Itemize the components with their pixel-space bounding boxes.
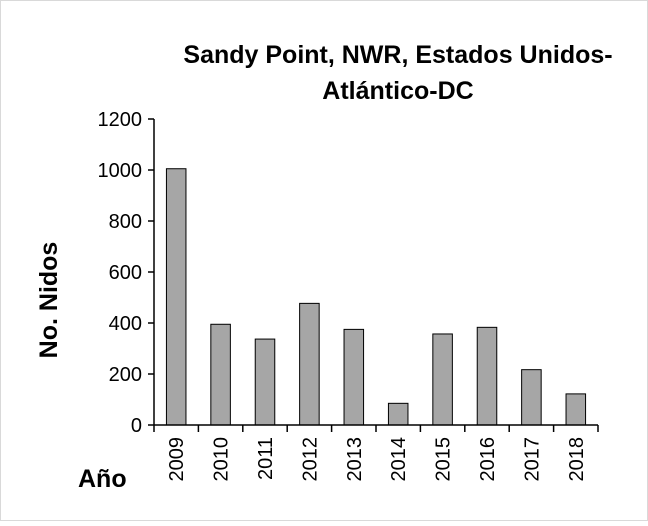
chart-title-line-2: Atlántico-DC — [322, 77, 473, 105]
x-axis-label: Año — [78, 465, 127, 493]
x-ticks-group: 2009 2010 2011 2012 2013 2014 2015 2016 2017 2018 — [153, 425, 599, 482]
y-tick-label: 0 — [131, 415, 142, 437]
bar-2011 — [254, 338, 276, 426]
y-tick-label: 400 — [109, 313, 142, 335]
y-tick-label: 1000 — [98, 160, 143, 182]
bars-group — [165, 168, 587, 426]
bar-2012 — [299, 302, 320, 426]
x-tick-label-2014: 2014 — [388, 437, 410, 482]
x-tick-label-2013: 2013 — [344, 437, 366, 482]
chart-title-line-1: Sandy Point, NWR, Estados Unidos- — [183, 41, 612, 69]
y-axis-label: No. Nidos — [35, 242, 63, 359]
x-tick-label-2009: 2009 — [166, 437, 188, 482]
y-tick-label: 800 — [109, 211, 142, 233]
y-ticks-group: 0 200 400 600 800 1000 1200 — [98, 109, 154, 437]
x-tick-label-2010: 2010 — [211, 437, 233, 482]
bar-2017 — [521, 369, 542, 426]
bar-2016 — [476, 326, 498, 426]
x-tick-label-2012: 2012 — [299, 437, 321, 482]
bar-2015 — [432, 333, 453, 426]
y-tick-label: 600 — [109, 262, 142, 284]
x-tick-label-2017: 2017 — [521, 437, 543, 482]
bar-2014 — [387, 402, 409, 426]
bar-2010 — [210, 323, 231, 426]
y-tick-label: 1200 — [98, 109, 143, 131]
x-tick-label-2015: 2015 — [433, 437, 455, 482]
bar-2018 — [565, 393, 587, 426]
bar-2013 — [343, 328, 365, 426]
x-tick-label-2018: 2018 — [566, 437, 588, 482]
x-tick-label-2011: 2011 — [255, 437, 277, 480]
y-tick-label: 200 — [109, 364, 142, 386]
x-tick-label-2016: 2016 — [477, 437, 499, 482]
bar-2009 — [165, 168, 187, 426]
